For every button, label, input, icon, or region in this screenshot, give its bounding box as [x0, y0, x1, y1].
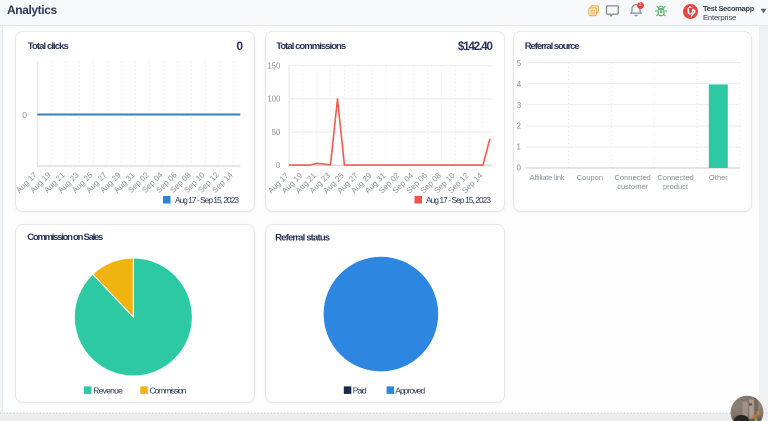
svg-text:Connected: Connected: [657, 173, 693, 182]
svg-text:5: 5: [517, 59, 522, 68]
svg-text:Total clicks: Total clicks: [28, 41, 69, 52]
svg-text:product: product: [663, 182, 689, 191]
svg-text:Other: Other: [709, 173, 728, 182]
svg-text:0: 0: [22, 110, 27, 120]
svg-text:Commission on Sales: Commission on Sales: [27, 232, 103, 243]
svg-text:Connected: Connected: [615, 173, 651, 182]
svg-text:Revenue: Revenue: [93, 386, 123, 396]
svg-text:3: 3: [517, 101, 522, 110]
svg-text:$142.40: $142.40: [458, 41, 493, 53]
svg-text:Commission: Commission: [150, 386, 187, 396]
svg-text:Referral status: Referral status: [275, 233, 330, 244]
svg-text:1: 1: [517, 143, 522, 152]
svg-text:150: 150: [267, 61, 281, 70]
svg-text:customer: customer: [617, 182, 648, 191]
svg-text:Coupon: Coupon: [577, 173, 603, 182]
svg-text:0: 0: [517, 164, 522, 173]
svg-text:Aug 17 - Sep 15, 2023: Aug 17 - Sep 15, 2023: [426, 195, 491, 205]
svg-text:50: 50: [272, 128, 281, 137]
svg-text:100: 100: [267, 95, 281, 104]
svg-text:Affiliate link: Affiliate link: [530, 173, 565, 182]
svg-text:4: 4: [517, 80, 522, 89]
svg-text:2: 2: [517, 122, 522, 131]
svg-text:Total commissions: Total commissions: [276, 41, 346, 52]
svg-text:Referral source: Referral source: [525, 41, 580, 52]
svg-text:Aug 17 - Sep 15, 2023: Aug 17 - Sep 15, 2023: [175, 195, 239, 205]
svg-text:Approved: Approved: [395, 386, 425, 396]
svg-text:0: 0: [276, 161, 281, 170]
svg-text:Paid: Paid: [353, 386, 367, 396]
svg-text:0: 0: [236, 39, 243, 53]
